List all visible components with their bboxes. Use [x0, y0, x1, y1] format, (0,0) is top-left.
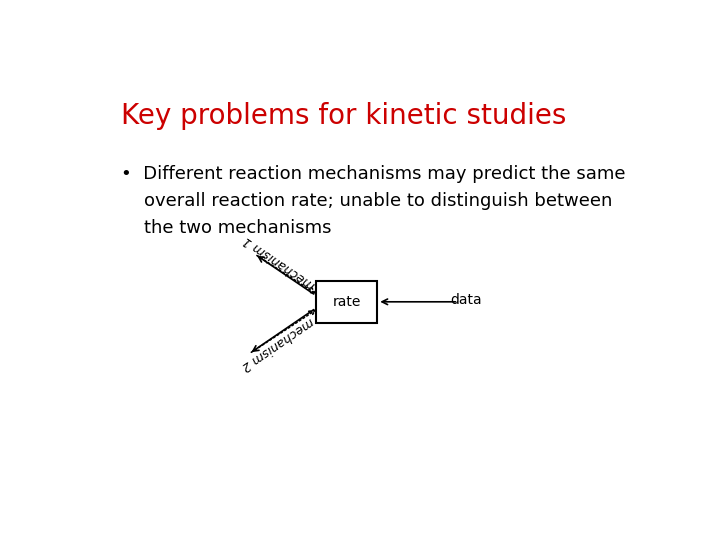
Text: overall reaction rate; unable to distinguish between: overall reaction rate; unable to disting…: [121, 192, 612, 210]
Text: data: data: [450, 293, 482, 307]
Text: •  Different reaction mechanisms may predict the same: • Different reaction mechanisms may pred…: [121, 165, 625, 183]
Text: mechanism 1: mechanism 1: [241, 233, 318, 292]
Text: Key problems for kinetic studies: Key problems for kinetic studies: [121, 102, 566, 130]
Text: rate: rate: [333, 295, 361, 309]
Text: the two mechanisms: the two mechanisms: [121, 219, 331, 237]
FancyBboxPatch shape: [316, 281, 377, 322]
Text: mechanism 2: mechanism 2: [238, 314, 315, 373]
